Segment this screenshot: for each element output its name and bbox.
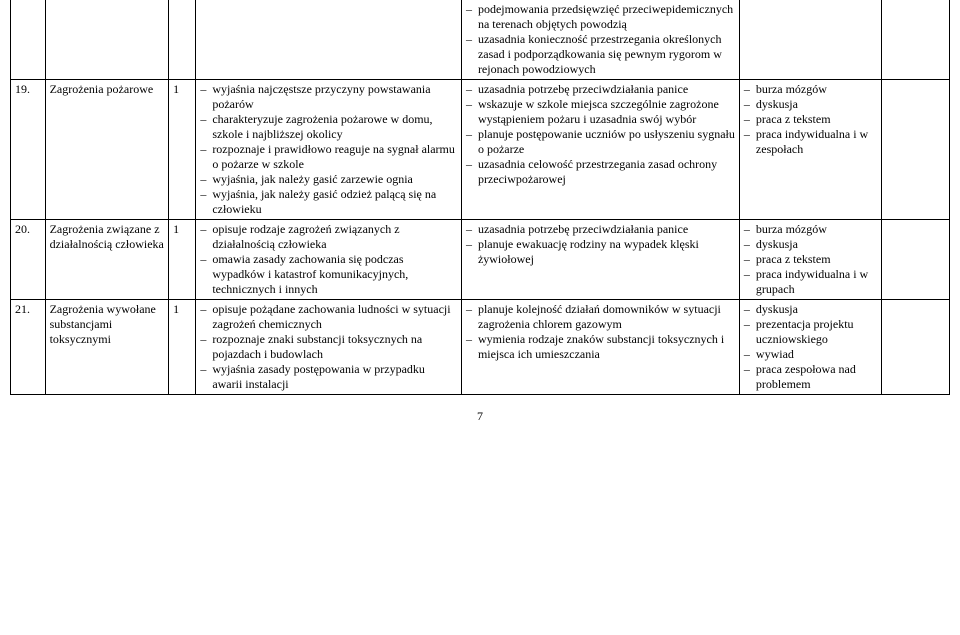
cell-topic: Zagrożenia związane z działalnością czło…: [45, 220, 169, 300]
list-item: uzasadnia celowość przestrzegania zasad …: [466, 157, 735, 187]
cell-topic: [45, 0, 169, 80]
cell-num: 20.: [11, 220, 46, 300]
list-item: rozpoznaje znaki substancji toksycznych …: [200, 332, 457, 362]
curriculum-table: podejmowania przedsięwzięć przeciwepidem…: [10, 0, 950, 395]
cell-hours: 1: [169, 220, 196, 300]
list-item: wymienia rodzaje znaków substancji toksy…: [466, 332, 735, 362]
list-item: uzasadnia potrzebę przeciwdziałania pani…: [466, 82, 735, 97]
cell-colA: wyjaśnia najczęstsze przyczyny powstawan…: [196, 80, 462, 220]
list-item: rozpoznaje i prawidłowo reaguje na sygna…: [200, 142, 457, 172]
list-item: planuje ewakuację rodziny na wypadek klę…: [466, 237, 735, 267]
list-item: charakteryzuje zagrożenia pożarowe w dom…: [200, 112, 457, 142]
cell-colC: [739, 0, 881, 80]
cell-colD: [882, 300, 950, 395]
list-item: uzasadnia potrzebę przeciwdziałania pani…: [466, 222, 735, 237]
list-item: wyjaśnia zasady postępowania w przypadku…: [200, 362, 457, 392]
cell-colA: opisuje rodzaje zagrożeń związanych z dz…: [196, 220, 462, 300]
list-item: praca indywidualna i w grupach: [744, 267, 877, 297]
cell-colD: [882, 0, 950, 80]
list-item: praca z tekstem: [744, 252, 877, 267]
list-item: praca z tekstem: [744, 112, 877, 127]
cell-colC: burza mózgów dyskusja praca z tekstem pr…: [739, 80, 881, 220]
cell-colD: [882, 220, 950, 300]
list-item: wyjaśnia najczęstsze przyczyny powstawan…: [200, 82, 457, 112]
list-item: praca zespołowa nad problemem: [744, 362, 877, 392]
list-item: opisuje rodzaje zagrożeń związanych z dz…: [200, 222, 457, 252]
list-item: omawia zasady zachowania się podczas wyp…: [200, 252, 457, 297]
list-item: wyjaśnia, jak należy gasić odzież palącą…: [200, 187, 457, 217]
cell-num: 21.: [11, 300, 46, 395]
list-item: opisuje pożądane zachowania ludności w s…: [200, 302, 457, 332]
list-item: praca indywidualna i w zespołach: [744, 127, 877, 157]
list-item: podejmowania przedsięwzięć przeciwepidem…: [466, 2, 735, 32]
cell-hours: [169, 0, 196, 80]
list-item: wywiad: [744, 347, 877, 362]
list-item: prezentacja projektu uczniowskiego: [744, 317, 877, 347]
cell-colA: [196, 0, 462, 80]
cell-colB: podejmowania przedsięwzięć przeciwepidem…: [461, 0, 739, 80]
list-item: burza mózgów: [744, 222, 877, 237]
list-item: planuje postępowanie uczniów po usłyszen…: [466, 127, 735, 157]
cell-hours: 1: [169, 80, 196, 220]
page-number: 7: [0, 409, 960, 424]
cell-num: [11, 0, 46, 80]
cell-hours: 1: [169, 300, 196, 395]
cell-topic: Zagrożenia wywołane substancjami toksycz…: [45, 300, 169, 395]
cell-colB: uzasadnia potrzebę przeciwdziałania pani…: [461, 80, 739, 220]
cell-colB: uzasadnia potrzebę przeciwdziałania pani…: [461, 220, 739, 300]
table-row: 19. Zagrożenia pożarowe 1 wyjaśnia najcz…: [11, 80, 950, 220]
cell-colA: opisuje pożądane zachowania ludności w s…: [196, 300, 462, 395]
cell-colC: dyskusja prezentacja projektu uczniowski…: [739, 300, 881, 395]
list-item: wyjaśnia, jak należy gasić zarzewie ogni…: [200, 172, 457, 187]
cell-colC: burza mózgów dyskusja praca z tekstem pr…: [739, 220, 881, 300]
list-item: burza mózgów: [744, 82, 877, 97]
table-row: 20. Zagrożenia związane z działalnością …: [11, 220, 950, 300]
list-item: planuje kolejność działań domowników w s…: [466, 302, 735, 332]
cell-num: 19.: [11, 80, 46, 220]
table-row: podejmowania przedsięwzięć przeciwepidem…: [11, 0, 950, 80]
list-item: dyskusja: [744, 97, 877, 112]
list-item: dyskusja: [744, 237, 877, 252]
list-item: uzasadnia konieczność przestrzegania okr…: [466, 32, 735, 77]
table-row: 21. Zagrożenia wywołane substancjami tok…: [11, 300, 950, 395]
cell-colB: planuje kolejność działań domowników w s…: [461, 300, 739, 395]
list-item: dyskusja: [744, 302, 877, 317]
cell-colD: [882, 80, 950, 220]
cell-topic: Zagrożenia pożarowe: [45, 80, 169, 220]
list-item: wskazuje w szkole miejsca szczególnie za…: [466, 97, 735, 127]
